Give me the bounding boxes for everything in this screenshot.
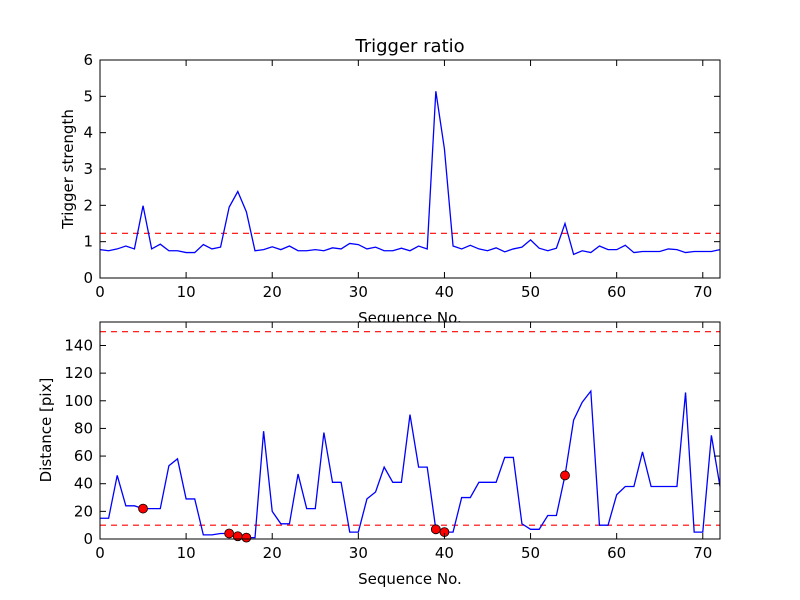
bottom-y-tick-label: 80 — [74, 419, 93, 437]
bottom-axes-bg — [100, 322, 720, 539]
top-y-axis-label: Trigger strength — [59, 109, 77, 230]
top-x-tick-label: 0 — [95, 283, 105, 301]
bottom-x-tick-label: 50 — [521, 544, 540, 562]
bottom-y-tick-label: 120 — [64, 364, 93, 382]
bottom-marker-point — [560, 470, 570, 481]
bottom-axes-frame — [99, 321, 721, 540]
top-x-tick-label: 10 — [177, 283, 196, 301]
top-series-line — [99, 91, 721, 256]
top-x-tick-label: 60 — [607, 283, 626, 301]
top-x-ticks: 0 10 20 30 40 50 60 70 — [95, 60, 712, 301]
bottom-y-tick-label: 0 — [83, 530, 93, 548]
bottom-y-tick-label: 20 — [74, 502, 93, 520]
bottom-x-tick-label: 60 — [607, 544, 626, 562]
top-x-tick-label: 50 — [521, 283, 540, 301]
top-x-tick-label: 40 — [435, 283, 454, 301]
bottom-x-tick-label: 0 — [95, 544, 105, 562]
bottom-y-tick-label: 100 — [64, 392, 93, 410]
top-y-tick-label: 4 — [83, 124, 93, 142]
top-y-tick-label: 3 — [83, 160, 93, 178]
bottom-x-axis-label: Sequence No. — [358, 570, 462, 588]
top-y-tick-label: 1 — [83, 233, 93, 251]
bottom-y-axis-label: Distance [pix] — [37, 378, 55, 483]
top-y-ticks: 0 1 2 3 4 5 6 — [83, 51, 720, 287]
bottom-y-tick-label: 40 — [74, 475, 93, 493]
top-y-tick-label: 5 — [83, 87, 93, 105]
bottom-y-tick-label: 60 — [74, 447, 93, 465]
bottom-x-tick-label: 10 — [177, 544, 196, 562]
top-x-tick-label: 70 — [693, 283, 712, 301]
bottom-chart: 0 10 20 30 40 50 60 70 0 20 40 60 80 100 120 140 Seque… — [37, 321, 721, 588]
bottom-marker-point — [241, 532, 252, 543]
bottom-series-line — [100, 389, 721, 539]
top-x-tick-label: 20 — [263, 283, 282, 301]
bottom-marker-point — [224, 528, 235, 539]
top-y-tick-label: 0 — [83, 269, 93, 287]
bottom-y-ticks: 0 20 40 60 80 100 120 140 — [64, 336, 720, 548]
bottom-x-tick-label: 20 — [263, 544, 282, 562]
top-x-tick-label: 30 — [349, 283, 368, 301]
top-axes-frame — [99, 59, 721, 279]
bottom-x-tick-label: 70 — [693, 544, 712, 562]
top-y-tick-label: 6 — [83, 51, 93, 69]
bottom-y-tick-label: 140 — [64, 336, 93, 354]
top-y-tick-label: 2 — [83, 196, 93, 214]
bottom-x-tick-label: 30 — [349, 544, 368, 562]
bottom-x-tick-label: 40 — [435, 544, 454, 562]
bottom-plot-area — [100, 331, 721, 543]
bottom-marker-point — [430, 524, 441, 535]
bottom-marker-point — [138, 503, 148, 514]
bottom-x-ticks: 0 10 20 30 40 50 60 70 — [95, 322, 712, 562]
top-chart-title: Trigger ratio — [354, 36, 464, 57]
top-plot-area — [99, 91, 721, 256]
